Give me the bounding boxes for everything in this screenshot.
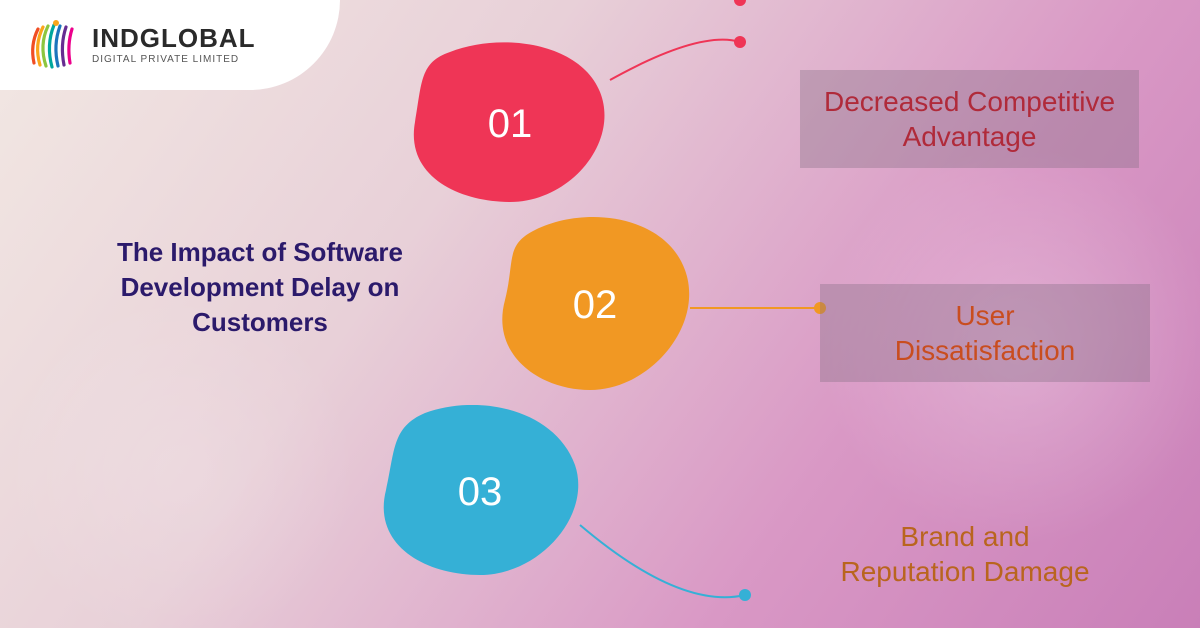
- label-02: User Dissatisfaction: [820, 284, 1150, 382]
- infographic-canvas: INDGLOBAL DIGITAL PRIVATE LIMITED The Im…: [0, 0, 1200, 628]
- logo-plate: INDGLOBAL DIGITAL PRIVATE LIMITED: [0, 0, 340, 90]
- blob-02: 02: [500, 215, 690, 395]
- label-01: Decreased Competitive Advantage: [800, 70, 1139, 168]
- label-03: Brand and Reputation Damage: [800, 505, 1130, 603]
- logo-text: INDGLOBAL DIGITAL PRIVATE LIMITED: [92, 25, 256, 65]
- infographic-title: The Impact of Software Development Delay…: [110, 235, 410, 340]
- logo-tagline: DIGITAL PRIVATE LIMITED: [92, 55, 256, 65]
- logo-mark-icon: [24, 17, 80, 73]
- blob-number: 02: [573, 283, 618, 328]
- blob-03: 03: [380, 405, 580, 580]
- blob-number: 01: [488, 102, 533, 147]
- blob-01: 01: [410, 42, 610, 207]
- logo-brand: INDGLOBAL: [92, 25, 256, 51]
- blob-number: 03: [458, 470, 503, 515]
